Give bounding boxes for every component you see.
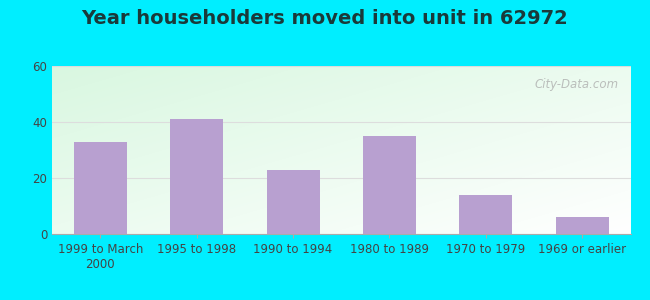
Text: Year householders moved into unit in 62972: Year householders moved into unit in 629… (82, 9, 568, 28)
Bar (73, 142, 127, 234)
Text: City-Data.com: City-Data.com (535, 78, 619, 91)
Bar (363, 136, 416, 234)
Bar (556, 217, 609, 234)
Bar (170, 119, 223, 234)
Bar (266, 169, 320, 234)
Bar (460, 195, 512, 234)
